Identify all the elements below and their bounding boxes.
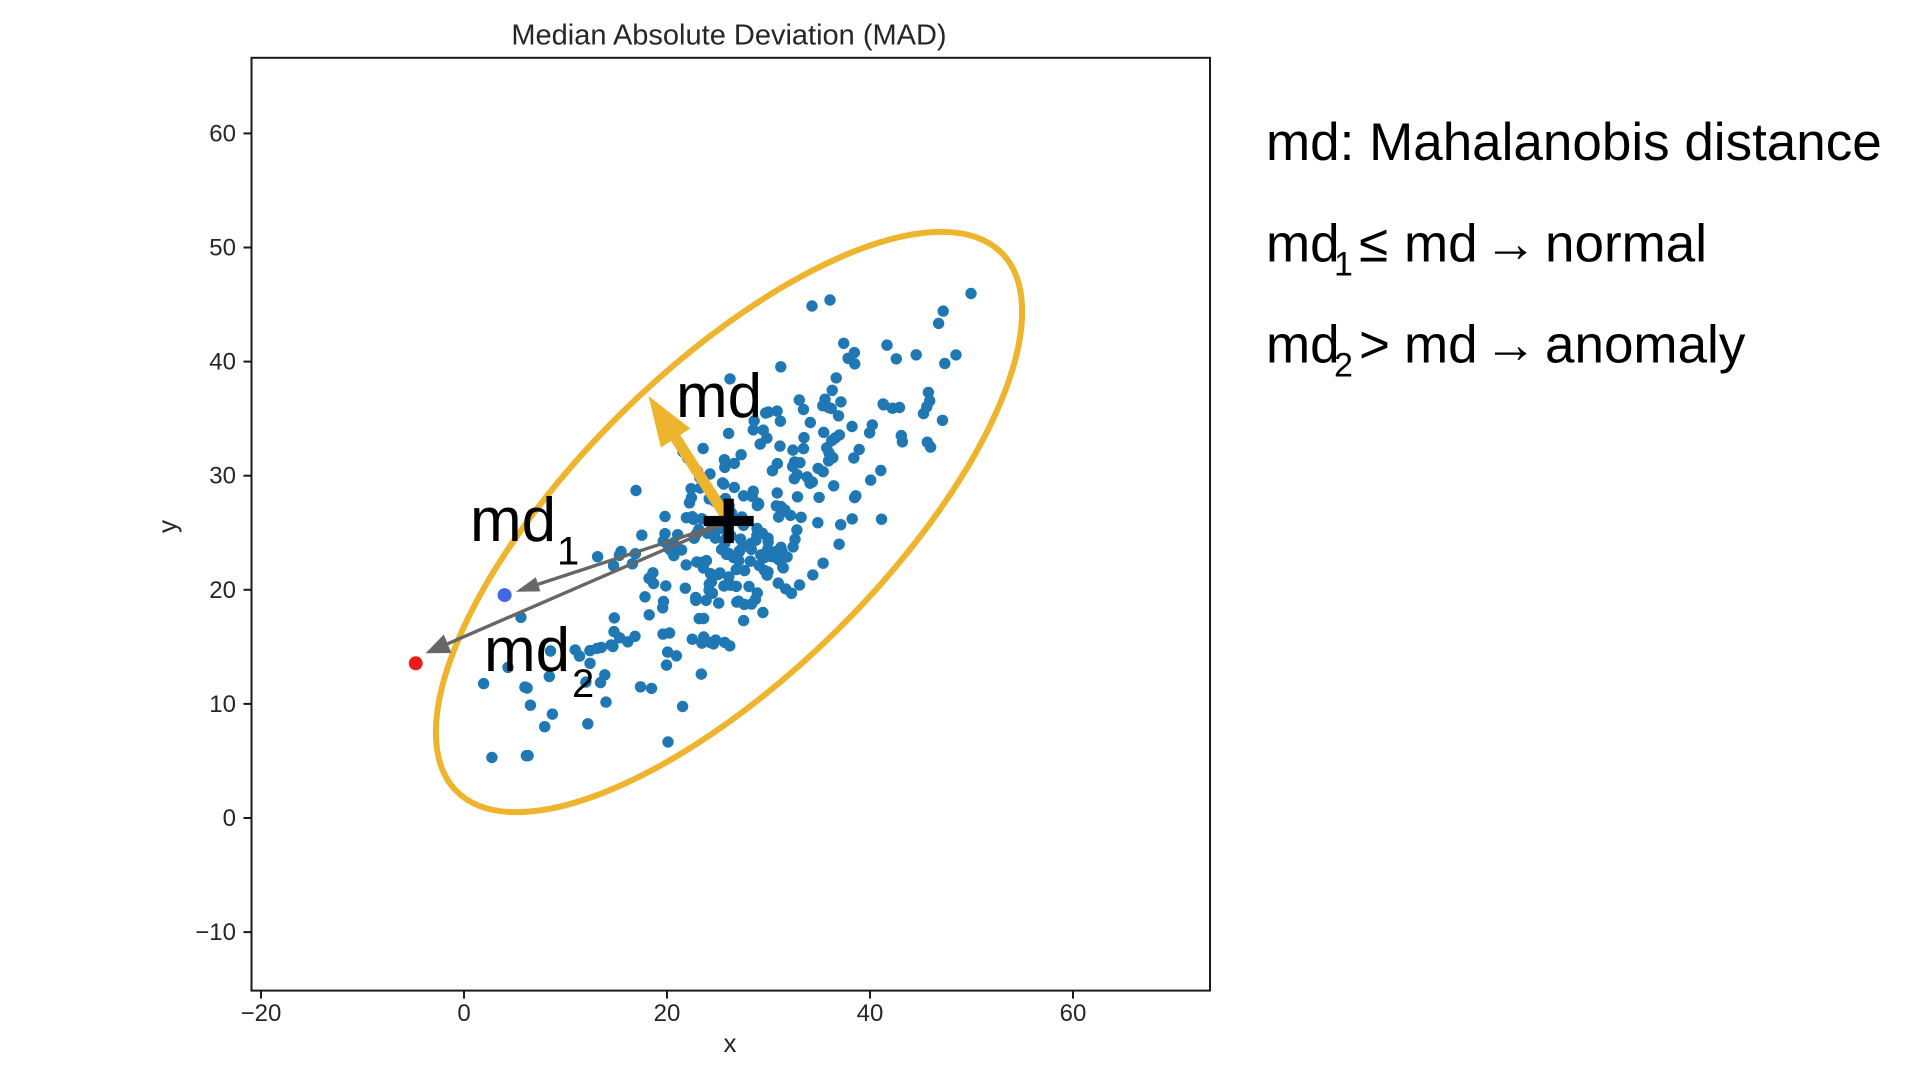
svg-text:60: 60: [1060, 1000, 1087, 1027]
svg-text:40: 40: [857, 1000, 884, 1027]
svg-text:−20: −20: [241, 1000, 282, 1027]
svg-text:0: 0: [457, 1000, 470, 1027]
svg-text:20: 20: [209, 577, 236, 604]
svg-text:30: 30: [209, 463, 236, 490]
svg-text:md2>md→anomaly: md2 > md → anomaly: [1266, 316, 1746, 385]
svg-text:50: 50: [209, 235, 236, 262]
svg-text:−10: −10: [195, 919, 236, 946]
svg-text:md1≤md→normal: md1 ≤ md → normal: [1266, 214, 1707, 283]
svg-text:10: 10: [209, 691, 236, 718]
svg-text:20: 20: [654, 1000, 681, 1027]
svg-text:y: y: [152, 520, 182, 533]
svg-text:40: 40: [209, 349, 236, 376]
svg-text:60: 60: [209, 120, 236, 147]
svg-text:x: x: [724, 1028, 737, 1058]
svg-text:md: md: [676, 362, 762, 431]
svg-text:0: 0: [223, 805, 236, 832]
svg-text:md: Mahalanobis distance: md: Mahalanobis distance: [1266, 113, 1882, 172]
svg-text:Median Absolute Deviation (MAD: Median Absolute Deviation (MAD): [511, 20, 946, 52]
